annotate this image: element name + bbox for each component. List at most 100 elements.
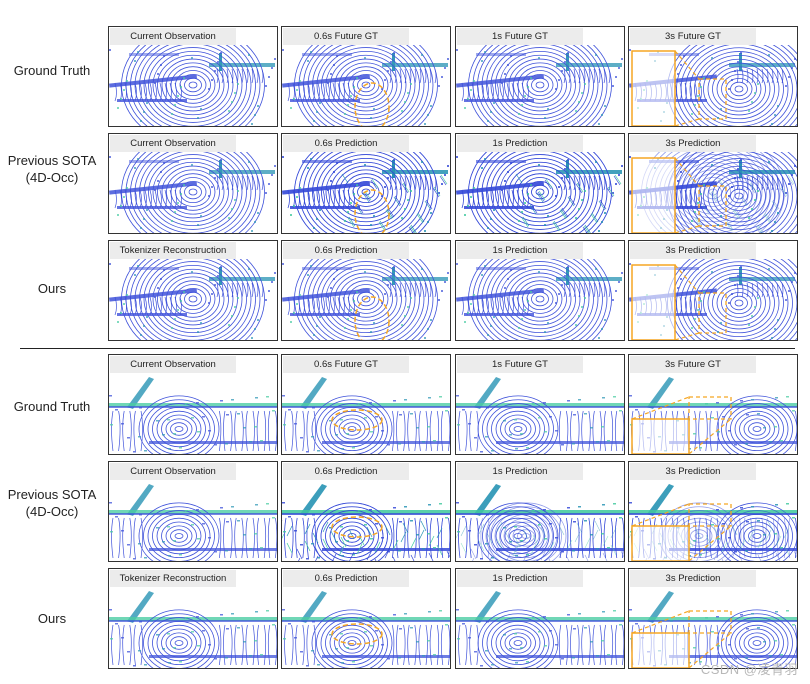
highlight-annotation: [631, 503, 732, 561]
highlight-annotation: [331, 409, 383, 431]
lidar-pointcloud: [109, 484, 277, 561]
lidar-pointcloud: [109, 45, 276, 126]
panel-intersection-r1-c2: 0.6s Future GT: [281, 26, 451, 127]
panel-street-r1-c3: 1s Future GT: [455, 354, 625, 455]
panel-intersection-r2-c4: 3s Prediction: [628, 133, 798, 234]
highlight-annotation: [354, 82, 390, 126]
row-label-line: Ground Truth: [13, 399, 91, 414]
panel-title: 1s Prediction: [457, 242, 583, 259]
panel-intersection-r3-c2: 0.6s Prediction: [281, 240, 451, 341]
lidar-pointcloud: [282, 259, 449, 340]
panel-title: 0.6s Future GT: [283, 28, 409, 45]
lidar-pointcloud: [456, 377, 624, 454]
panel-title: 1s Future GT: [457, 28, 583, 45]
highlight-annotation: [631, 264, 727, 340]
highlight-annotation: [631, 396, 732, 454]
panel-intersection-r3-c3: 1s Prediction: [455, 240, 625, 341]
panel-title: 3s Future GT: [630, 356, 756, 373]
panel-title: 0.6s Prediction: [283, 570, 409, 587]
panel-title: Current Observation: [110, 356, 236, 373]
panel-intersection-r2-c3: 1s Prediction: [455, 133, 625, 234]
row-label: Ground Truth: [0, 62, 104, 79]
lidar-pointcloud: [109, 259, 276, 340]
panel-title: 0.6s Prediction: [283, 242, 409, 259]
lidar-pointcloud: [282, 377, 450, 454]
panel-street-r2-c2: 0.6s Prediction: [281, 461, 451, 562]
lidar-pointcloud: [629, 591, 797, 668]
lidar-pointcloud: [282, 45, 449, 126]
row-label-line: Ours: [37, 281, 67, 296]
panel-street-r1-c1: Current Observation: [108, 354, 278, 455]
panel-street-r3-c4: 3s Prediction: [628, 568, 798, 669]
panel-title: 0.6s Future GT: [283, 356, 409, 373]
panel-street-r2-c3: 1s Prediction: [455, 461, 625, 562]
panel-intersection-r2-c1: Current Observation: [108, 133, 278, 234]
lidar-pointcloud: [456, 259, 623, 340]
panel-title: 1s Prediction: [457, 463, 583, 480]
lidar-pointcloud: [109, 152, 276, 233]
panel-title: Current Observation: [110, 135, 236, 152]
panel-intersection-r3-c4: 3s Prediction: [628, 240, 798, 341]
panel-street-r1-c2: 0.6s Future GT: [281, 354, 451, 455]
row-label: Ground Truth: [0, 398, 104, 415]
panel-intersection-r3-c1: Tokenizer Reconstruction: [108, 240, 278, 341]
panel-title: Tokenizer Reconstruction: [110, 242, 236, 259]
lidar-pointcloud: [456, 591, 624, 668]
highlight-annotation: [331, 516, 383, 538]
panel-intersection-r2-c2: 0.6s Prediction: [281, 133, 451, 234]
lidar-pointcloud: [629, 484, 797, 561]
row-label-line: Ours: [37, 611, 67, 626]
highlight-annotation: [631, 157, 727, 233]
panel-title: 1s Future GT: [457, 356, 583, 373]
row-label: Previous SOTA (4D-Occ): [0, 486, 104, 520]
panel-title: 3s Prediction: [630, 242, 756, 259]
row-label-line: Previous SOTA: [7, 153, 97, 168]
panel-title: 3s Prediction: [630, 135, 756, 152]
panel-title: Tokenizer Reconstruction: [110, 570, 236, 587]
panel-intersection-r1-c4: 3s Future GT: [628, 26, 798, 127]
panel-intersection-r1-c3: 1s Future GT: [455, 26, 625, 127]
lidar-pointcloud: [629, 45, 797, 126]
panel-title: 0.6s Prediction: [283, 463, 409, 480]
panel-street-r2-c4: 3s Prediction: [628, 461, 798, 562]
panel-title: Current Observation: [110, 28, 236, 45]
section-divider: [20, 348, 795, 349]
row-label: Previous SOTA (4D-Occ): [0, 152, 104, 186]
panel-title: 1s Prediction: [457, 570, 583, 587]
row-label-subline: (4D-Occ): [25, 170, 79, 185]
panel-title: 0.6s Prediction: [283, 135, 409, 152]
panel-street-r3-c2: 0.6s Prediction: [281, 568, 451, 669]
lidar-pointcloud: [456, 484, 624, 561]
panel-intersection-r1-c1: Current Observation: [108, 26, 278, 127]
highlight-annotation: [331, 623, 383, 645]
panel-street-r3-c1: Tokenizer Reconstruction: [108, 568, 278, 669]
lidar-pointcloud: [629, 259, 797, 340]
panel-street-r3-c3: 1s Prediction: [455, 568, 625, 669]
lidar-pointcloud: [282, 591, 450, 668]
row-label-subline: (4D-Occ): [25, 504, 79, 519]
highlight-annotation: [631, 50, 727, 126]
panel-title: 1s Prediction: [457, 135, 583, 152]
panel-title: Current Observation: [110, 463, 236, 480]
lidar-pointcloud: [456, 152, 623, 233]
panel-street-r1-c4: 3s Future GT: [628, 354, 798, 455]
watermark: CSDN @凌青羽: [700, 662, 798, 677]
panel-title: 3s Prediction: [630, 570, 756, 587]
panel-title: 3s Prediction: [630, 463, 756, 480]
row-label: Ours: [0, 280, 104, 297]
lidar-pointcloud: [282, 152, 449, 233]
row-label-line: Ground Truth: [13, 63, 91, 78]
lidar-pointcloud: [282, 484, 450, 561]
lidar-pointcloud: [629, 152, 797, 233]
panel-title: 3s Future GT: [630, 28, 756, 45]
lidar-pointcloud: [109, 377, 277, 454]
highlight-annotation: [631, 610, 732, 668]
lidar-pointcloud: [109, 591, 277, 668]
panel-street-r2-c1: Current Observation: [108, 461, 278, 562]
highlight-annotation: [354, 296, 390, 340]
row-label-line: Previous SOTA: [7, 487, 97, 502]
lidar-pointcloud: [456, 45, 623, 126]
row-label: Ours: [0, 610, 104, 627]
highlight-annotation: [354, 189, 390, 233]
lidar-pointcloud: [629, 377, 797, 454]
